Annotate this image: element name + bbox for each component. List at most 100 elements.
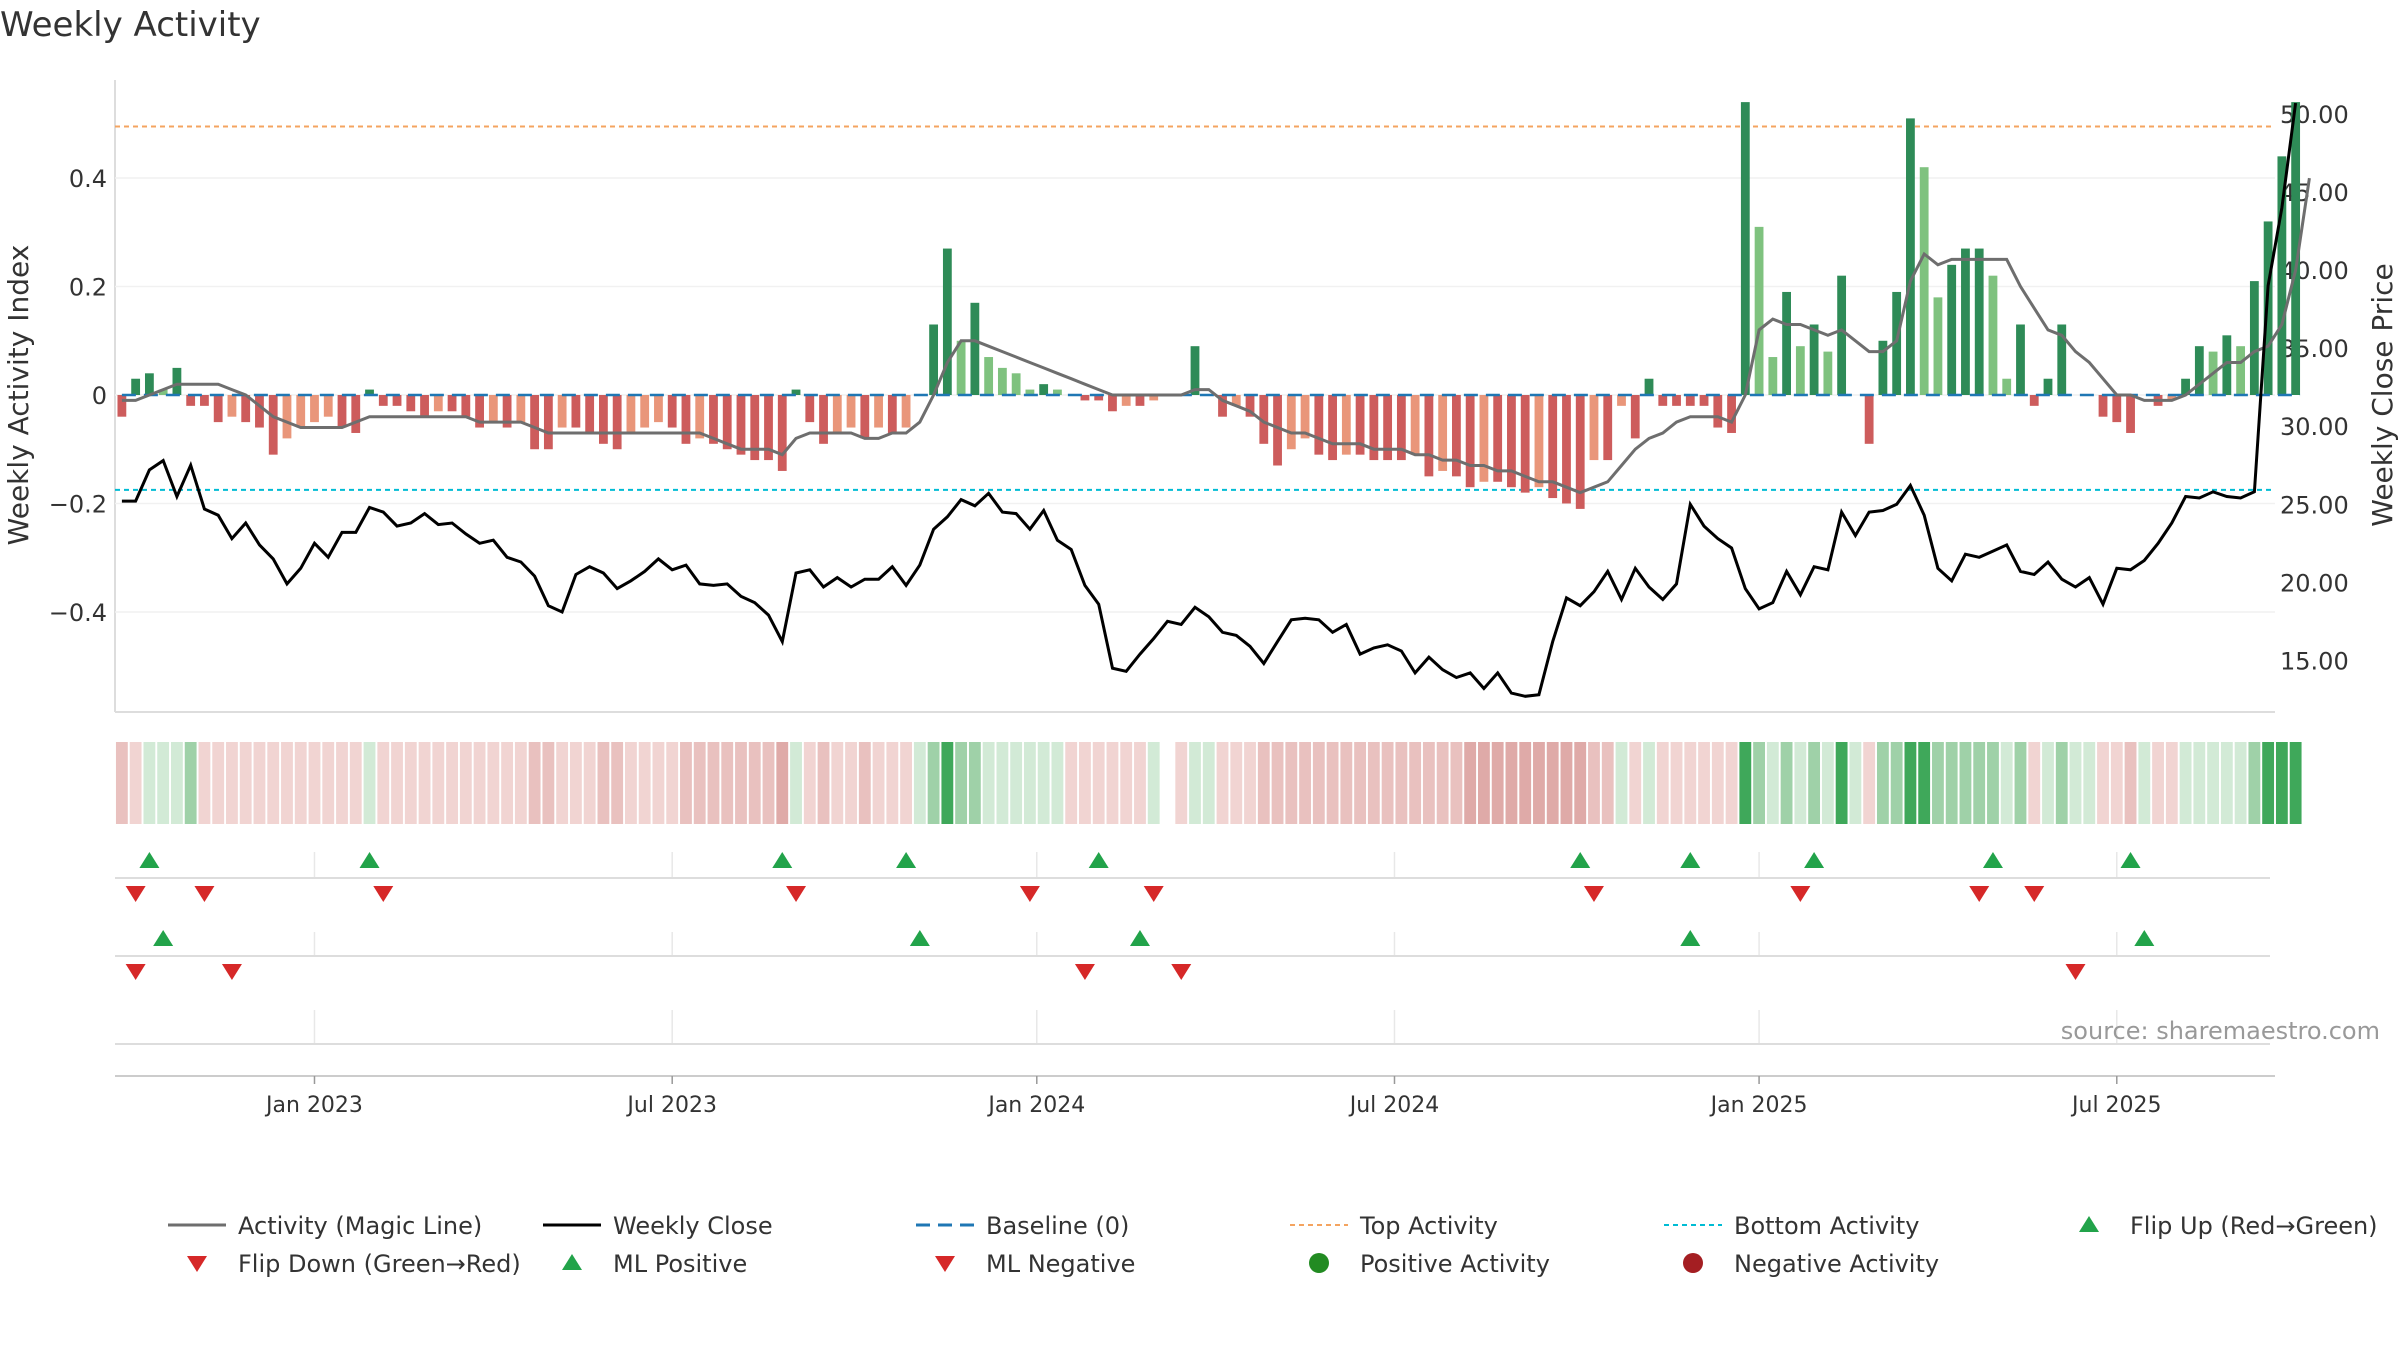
intensity-cell bbox=[982, 742, 995, 824]
activity-bar bbox=[1685, 395, 1695, 406]
intensity-cell bbox=[2248, 742, 2261, 824]
ml-negative-marker bbox=[1074, 964, 1095, 980]
activity-bar bbox=[1617, 395, 1626, 406]
intensity-cell bbox=[680, 742, 692, 824]
intensity-cell bbox=[1766, 742, 1779, 824]
activity-bar bbox=[736, 395, 746, 455]
flip-down-marker bbox=[1790, 886, 1811, 902]
intensity-cell bbox=[1725, 742, 1738, 824]
intensity-cell bbox=[762, 742, 775, 824]
flip-down-marker bbox=[786, 886, 807, 902]
intensity-cell bbox=[1863, 742, 1876, 824]
intensity-cell bbox=[2207, 742, 2220, 824]
activity-bar bbox=[1520, 395, 1530, 493]
intensity-cell bbox=[693, 742, 706, 824]
intensity-cell bbox=[212, 742, 225, 824]
legend-label: Baseline (0) bbox=[986, 1212, 1129, 1240]
activity-bar bbox=[337, 395, 347, 428]
activity-bar bbox=[1575, 395, 1585, 509]
activity-bar bbox=[296, 395, 306, 428]
intensity-cell bbox=[157, 742, 170, 824]
legend-close: Weekly Close bbox=[543, 1212, 773, 1240]
activity-bar bbox=[2277, 156, 2287, 395]
intensity-cell bbox=[1876, 742, 1889, 824]
intensity-cell bbox=[170, 742, 183, 824]
activity-bar bbox=[777, 395, 787, 471]
intensity-cell bbox=[1312, 742, 1325, 824]
y-right-tick-label: 15.00 bbox=[2280, 647, 2349, 675]
intensity-cell bbox=[377, 742, 390, 824]
activity-bar bbox=[1740, 102, 1750, 395]
intensity-cell bbox=[514, 742, 527, 824]
activity-bar bbox=[158, 389, 168, 395]
intensity-cell bbox=[2165, 742, 2178, 824]
intensity-cell bbox=[1808, 742, 1821, 824]
intensity-cell bbox=[1890, 742, 1903, 824]
x-tick-label: Jan 2023 bbox=[264, 1093, 363, 1118]
intensity-cell bbox=[652, 742, 665, 824]
intensity-cell bbox=[748, 742, 761, 824]
intensity-cell bbox=[143, 742, 156, 824]
activity-bar bbox=[860, 395, 870, 439]
activity-bar bbox=[1383, 395, 1393, 461]
activity-bar bbox=[874, 395, 883, 428]
y-left-tick-label: 0.2 bbox=[69, 274, 107, 302]
ml-positive-marker bbox=[909, 930, 930, 946]
intensity-cell bbox=[2152, 742, 2164, 824]
intensity-cell bbox=[845, 742, 857, 824]
intensity-cell bbox=[2220, 742, 2233, 824]
intensity-cell bbox=[1959, 742, 1972, 824]
activity-bar bbox=[970, 302, 980, 395]
legend-baseline: Baseline (0) bbox=[916, 1212, 1129, 1240]
y-left-tick-label: −0.4 bbox=[49, 599, 107, 627]
intensity-cell bbox=[1560, 742, 1573, 824]
activity-bar bbox=[447, 395, 457, 412]
y-right-tick-label: 20.00 bbox=[2280, 569, 2349, 597]
intensity-cell bbox=[2262, 742, 2275, 824]
activity-bar bbox=[1094, 395, 1104, 401]
activity-bar bbox=[1245, 395, 1255, 417]
legend-negact: Negative Activity bbox=[1683, 1250, 1939, 1278]
intensity-cell bbox=[1381, 742, 1394, 824]
x-tick-label: Jan 2025 bbox=[1709, 1093, 1808, 1118]
flip-up-marker bbox=[772, 852, 793, 868]
activity-bar bbox=[709, 395, 718, 444]
flip-down-marker bbox=[1969, 886, 1990, 902]
activity-bar bbox=[1534, 395, 1544, 488]
legend-label: Flip Down (Green→Red) bbox=[238, 1250, 521, 1278]
intensity-cell bbox=[776, 742, 789, 824]
intensity-cell bbox=[1711, 742, 1724, 824]
activity-bar bbox=[599, 395, 608, 444]
legend-label: Weekly Close bbox=[613, 1212, 773, 1240]
intensity-cell bbox=[625, 742, 637, 824]
flip-up-marker bbox=[139, 852, 160, 868]
activity-bar bbox=[1108, 395, 1117, 412]
legend-swatch bbox=[1683, 1253, 1703, 1273]
activity-bar bbox=[2236, 346, 2246, 395]
intensity-cell bbox=[459, 742, 472, 824]
intensity-cell bbox=[1574, 742, 1587, 824]
legend-label: Flip Up (Red→Green) bbox=[2130, 1212, 2378, 1240]
intensity-cell bbox=[1973, 742, 1986, 824]
activity-bar bbox=[392, 395, 402, 406]
activity-bar bbox=[1548, 395, 1558, 499]
y-left-tick-label: 0 bbox=[92, 382, 107, 410]
intensity-cell bbox=[1794, 742, 1807, 824]
activity-bar bbox=[1699, 395, 1709, 406]
activity-bar bbox=[1672, 395, 1681, 406]
intensity-cell bbox=[735, 742, 747, 824]
intensity-cell bbox=[1533, 742, 1545, 824]
activity-bar bbox=[516, 395, 526, 423]
intensity-cell bbox=[528, 742, 541, 824]
activity-bar bbox=[1906, 118, 1915, 395]
activity-bar bbox=[433, 395, 443, 412]
activity-bar bbox=[1259, 395, 1269, 444]
intensity-cell bbox=[1698, 742, 1710, 824]
activity-bar bbox=[1493, 395, 1503, 482]
activity-bar bbox=[1919, 167, 1929, 395]
intensity-cell bbox=[817, 742, 830, 824]
activity-bar bbox=[1286, 395, 1296, 450]
intensity-cell bbox=[556, 742, 569, 824]
activity-bar bbox=[791, 389, 801, 395]
intensity-cell bbox=[996, 742, 1009, 824]
